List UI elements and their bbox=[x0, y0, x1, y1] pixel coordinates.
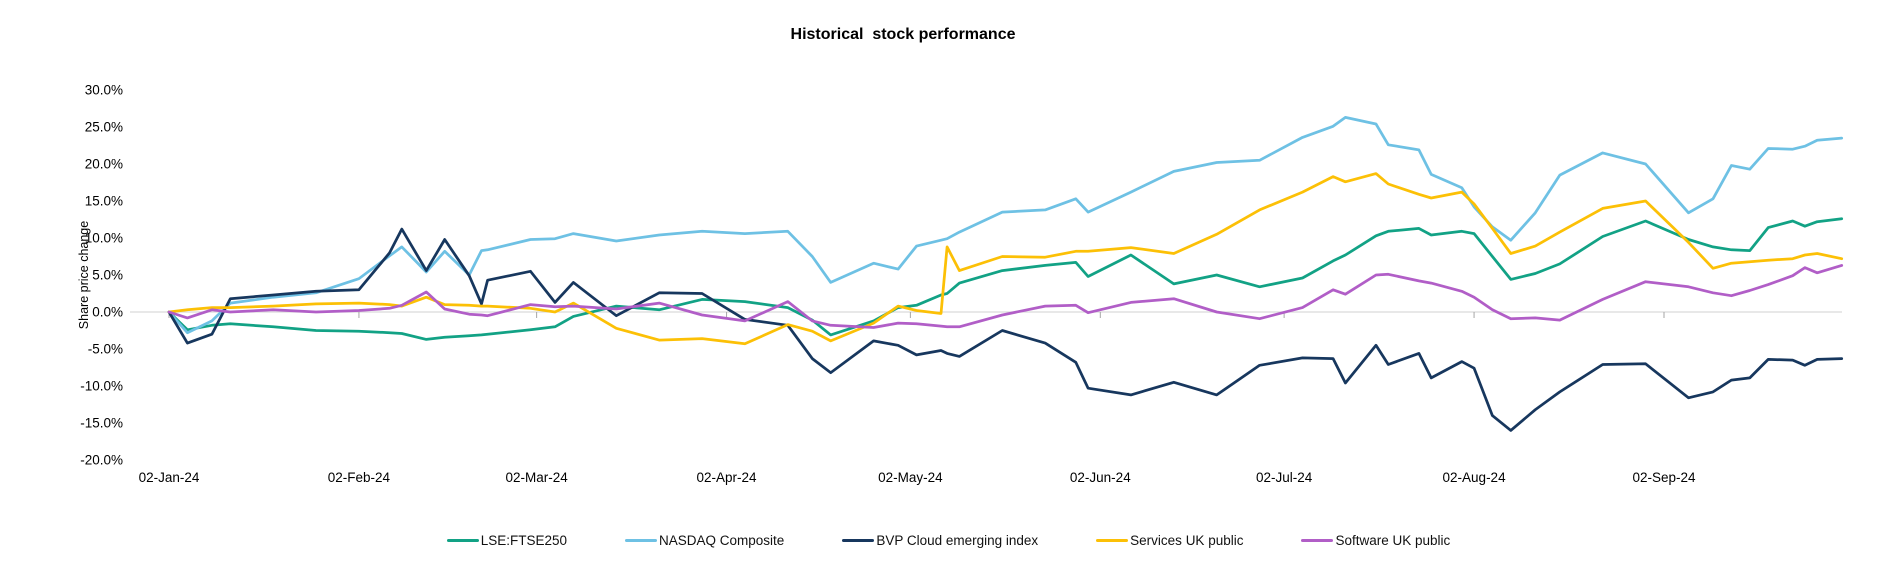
x-tick-label: 02-Sep-24 bbox=[1632, 470, 1696, 485]
x-tick-label: 02-May-24 bbox=[878, 470, 943, 485]
y-tick-label: -5.0% bbox=[88, 342, 123, 357]
legend-item-software-uk-public: Software UK public bbox=[1301, 533, 1450, 548]
series-line-services-uk-public bbox=[167, 172, 1844, 346]
legend-marker bbox=[842, 538, 875, 543]
series-line-nasdaq-composite bbox=[167, 116, 1844, 335]
y-tick-label: 15.0% bbox=[85, 194, 123, 209]
x-tick-label: 02-Mar-24 bbox=[505, 470, 568, 485]
x-tick-label: 02-Jul-24 bbox=[1256, 470, 1313, 485]
y-tick-label: 5.0% bbox=[92, 268, 123, 283]
y-tick-label: 30.0% bbox=[85, 83, 123, 98]
y-tick-label: 0.0% bbox=[92, 305, 123, 320]
series-line-lse-ftse250 bbox=[167, 217, 1844, 341]
legend-item-services-uk-public: Services UK public bbox=[1096, 533, 1243, 548]
legend-item-lse-ftse250: LSE:FTSE250 bbox=[446, 533, 568, 548]
legend-label: LSE:FTSE250 bbox=[480, 533, 568, 548]
series-line-bvp-cloud-emerging-index bbox=[167, 227, 1844, 432]
legend-marker bbox=[1096, 538, 1129, 543]
x-tick-label: 02-Feb-24 bbox=[328, 470, 391, 485]
y-tick-label: -15.0% bbox=[80, 416, 123, 431]
chart-title: Historical stock performance bbox=[790, 26, 1016, 43]
y-axis-title: Share price change bbox=[77, 221, 91, 329]
y-tick-label: -10.0% bbox=[80, 379, 123, 394]
y-tick-label: 10.0% bbox=[85, 231, 123, 246]
legend-label: Services UK public bbox=[1130, 533, 1244, 548]
x-tick-label: 02-Apr-24 bbox=[697, 470, 758, 485]
legend-label: BVP Cloud emerging index bbox=[876, 533, 1039, 548]
series-line-software-uk-public bbox=[167, 264, 1844, 329]
legend-item-nasdaq-composite: NASDAQ Composite bbox=[625, 533, 784, 548]
y-tick-label: 20.0% bbox=[85, 157, 123, 172]
y-tick-label: 25.0% bbox=[85, 120, 123, 135]
x-tick-label: 02-Jun-24 bbox=[1070, 470, 1131, 485]
legend-label: NASDAQ Composite bbox=[659, 533, 785, 548]
legend-item-bvp-cloud-emerging-index: BVP Cloud emerging index bbox=[842, 533, 1038, 548]
legend-marker bbox=[1301, 538, 1334, 543]
legend: LSE:FTSE250 NASDAQ Composite BVP Cloud eme… bbox=[0, 533, 1897, 548]
x-tick-label: 02-Jan-24 bbox=[139, 470, 200, 485]
legend-label: Software UK public bbox=[1335, 533, 1451, 548]
legend-marker bbox=[625, 538, 658, 543]
x-tick-label: 02-Aug-24 bbox=[1443, 470, 1507, 485]
y-tick-label: -20.0% bbox=[80, 453, 123, 468]
legend-marker bbox=[446, 538, 479, 543]
